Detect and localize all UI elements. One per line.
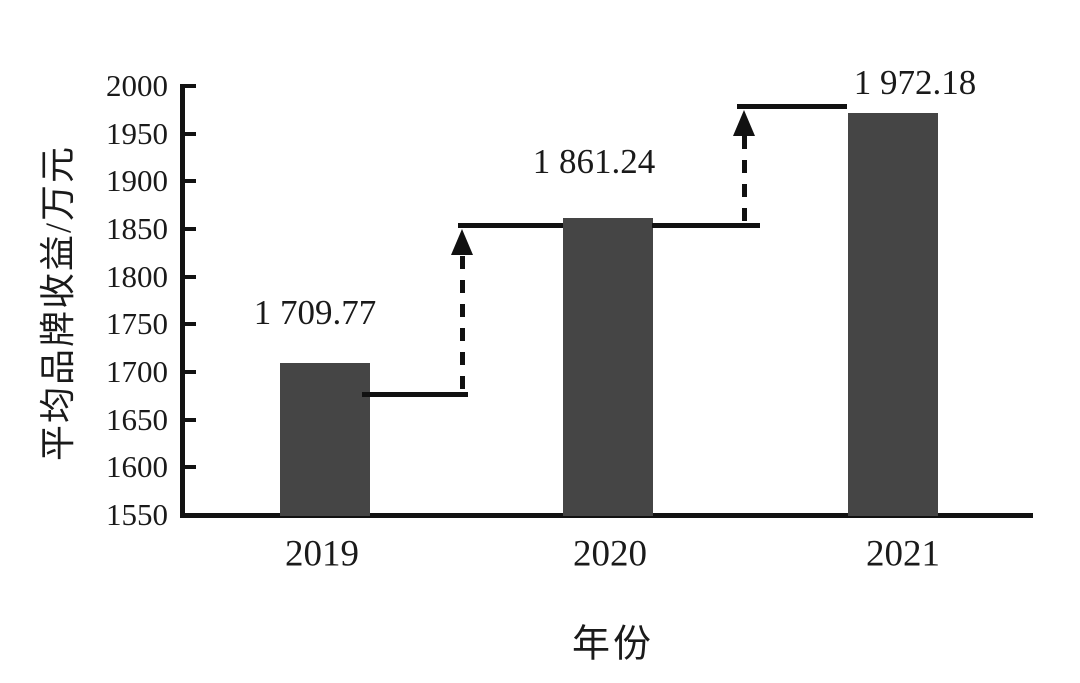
step2-dashed-line xyxy=(742,136,747,224)
step2-upper-line xyxy=(737,104,847,109)
y-tick-label: 1950 xyxy=(106,115,168,151)
y-tick-mark xyxy=(185,179,196,184)
y-tick-mark xyxy=(185,370,196,374)
bar-2021 xyxy=(847,112,938,516)
x-tick-label-2019: 2019 xyxy=(285,533,359,575)
bar-value-label-2020: 1 861.24 xyxy=(532,142,656,181)
y-tick-mark xyxy=(185,417,196,422)
y-axis-line xyxy=(180,84,185,518)
y-tick-mark xyxy=(185,227,196,231)
y-tick-label: 1850 xyxy=(106,211,168,246)
y-tick-label: 1650 xyxy=(106,401,168,437)
y-tick-mark xyxy=(185,84,196,88)
y-tick-mark xyxy=(185,274,196,279)
step1-dashed-line xyxy=(460,256,465,394)
y-tick-label: 2000 xyxy=(106,68,168,103)
y-tick-label: 1600 xyxy=(106,449,168,485)
y-tick-label: 1750 xyxy=(106,306,168,342)
y-tick-label: 1700 xyxy=(106,354,168,389)
y-tick-mark xyxy=(185,322,196,327)
x-tick-label-2020: 2020 xyxy=(573,533,647,575)
step1-arrow-up-icon xyxy=(451,229,473,255)
step2-lower-line xyxy=(652,223,760,228)
bar-2019 xyxy=(280,362,370,516)
x-tick-label-2021: 2021 xyxy=(866,533,940,575)
y-tick-label: 1550 xyxy=(106,497,168,532)
bar-2020 xyxy=(562,218,653,516)
y-tick-mark xyxy=(185,465,196,470)
y-tick-label: 1800 xyxy=(106,258,168,294)
step2-arrow-up-icon xyxy=(733,110,755,136)
step1-lower-line xyxy=(362,392,468,397)
y-tick-label: 1900 xyxy=(106,163,168,199)
bar-value-label-2021: 1 972.18 xyxy=(853,63,977,102)
bar-value-label-2019: 1 709.77 xyxy=(253,293,377,332)
y-tick-mark xyxy=(185,131,196,136)
step1-upper-line xyxy=(458,223,563,228)
x-axis-title: 年份 xyxy=(571,623,655,666)
